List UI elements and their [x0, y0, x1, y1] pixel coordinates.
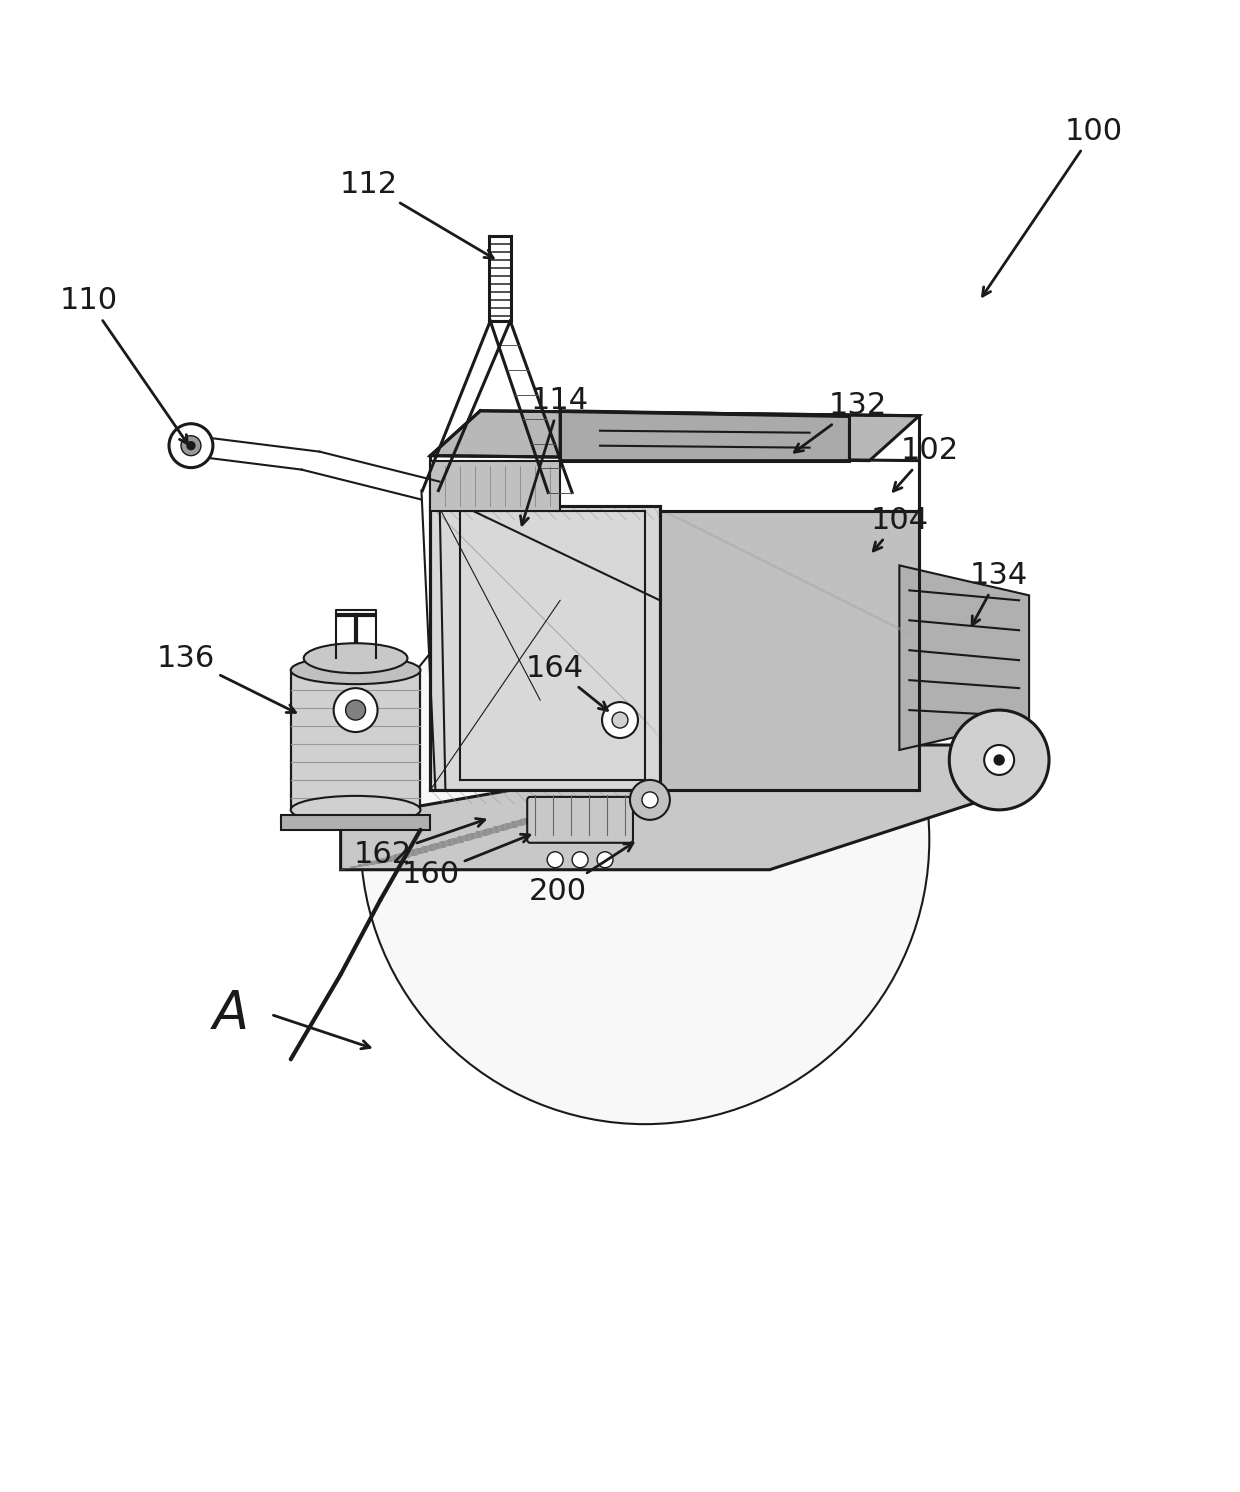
- Circle shape: [613, 712, 627, 728]
- Text: 114: 114: [521, 386, 589, 525]
- Circle shape: [596, 852, 613, 868]
- Text: 160: 160: [402, 834, 529, 889]
- Polygon shape: [280, 815, 430, 830]
- Text: A: A: [213, 988, 249, 1040]
- Circle shape: [547, 852, 563, 868]
- Circle shape: [187, 442, 195, 449]
- Text: 104: 104: [870, 506, 929, 551]
- Ellipse shape: [304, 643, 408, 673]
- Circle shape: [642, 792, 658, 807]
- Text: 112: 112: [340, 170, 494, 258]
- Polygon shape: [341, 745, 999, 870]
- Polygon shape: [430, 410, 919, 461]
- FancyBboxPatch shape: [527, 797, 632, 843]
- Circle shape: [994, 755, 1004, 765]
- Polygon shape: [430, 506, 660, 789]
- Circle shape: [630, 780, 670, 819]
- Text: 100: 100: [982, 116, 1123, 295]
- Text: 102: 102: [893, 436, 959, 491]
- Circle shape: [361, 555, 929, 1123]
- Circle shape: [603, 703, 637, 739]
- Text: 162: 162: [353, 819, 485, 870]
- Ellipse shape: [290, 795, 420, 824]
- Ellipse shape: [290, 656, 420, 685]
- Text: 136: 136: [156, 643, 295, 713]
- Polygon shape: [430, 461, 560, 510]
- Polygon shape: [290, 670, 420, 810]
- Text: 164: 164: [526, 653, 608, 710]
- Text: 110: 110: [60, 286, 187, 443]
- Circle shape: [334, 688, 377, 733]
- Circle shape: [950, 710, 1049, 810]
- Circle shape: [572, 852, 588, 868]
- Circle shape: [181, 436, 201, 455]
- Circle shape: [169, 424, 213, 467]
- Circle shape: [346, 700, 366, 721]
- Circle shape: [985, 745, 1014, 774]
- Text: 132: 132: [795, 391, 887, 452]
- Polygon shape: [660, 510, 919, 789]
- Text: 200: 200: [529, 843, 634, 906]
- Polygon shape: [899, 565, 1029, 750]
- Polygon shape: [560, 410, 849, 461]
- Text: 134: 134: [970, 561, 1028, 625]
